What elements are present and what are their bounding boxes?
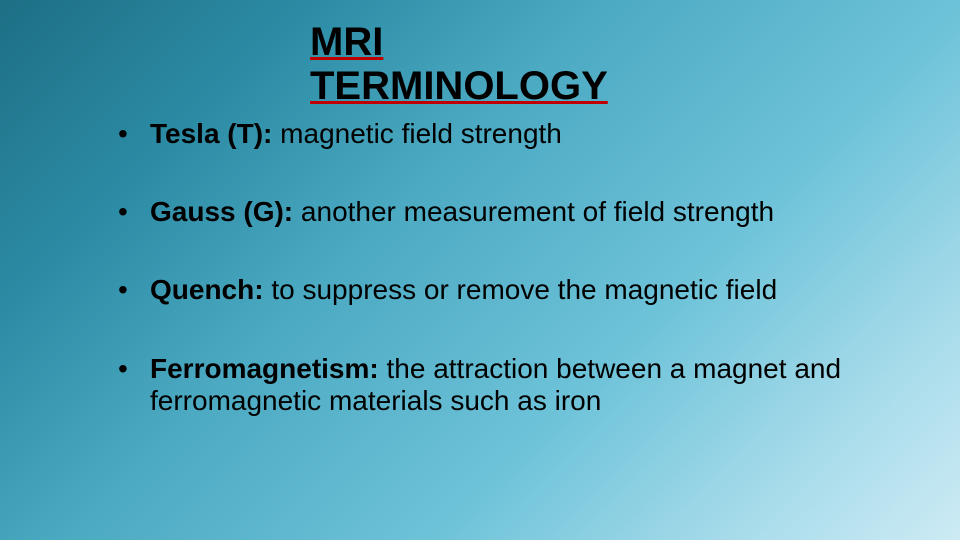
term: Ferromagnetism: [150, 353, 379, 384]
list-item: Tesla (T): magnetic field strength [110, 118, 870, 150]
definition: another measurement of field strength [293, 196, 774, 227]
term: Gauss (G): [150, 196, 293, 227]
slide: MRI TERMINOLOGY Tesla (T): magnetic fiel… [0, 0, 960, 540]
title-line-1: MRI [310, 20, 383, 64]
list-item: Gauss (G): another measurement of field … [110, 196, 870, 228]
definition: to suppress or remove the magnetic field [264, 274, 778, 305]
slide-title: MRI TERMINOLOGY [310, 20, 870, 108]
term: Quench: [150, 274, 264, 305]
definition: magnetic field strength [272, 118, 562, 149]
list-item: Ferromagnetism: the attraction between a… [110, 353, 870, 417]
title-line-2: TERMINOLOGY [310, 64, 608, 108]
term: Tesla (T): [150, 118, 272, 149]
list-item: Quench: to suppress or remove the magnet… [110, 274, 870, 306]
bullet-list: Tesla (T): magnetic field strength Gauss… [110, 118, 870, 417]
